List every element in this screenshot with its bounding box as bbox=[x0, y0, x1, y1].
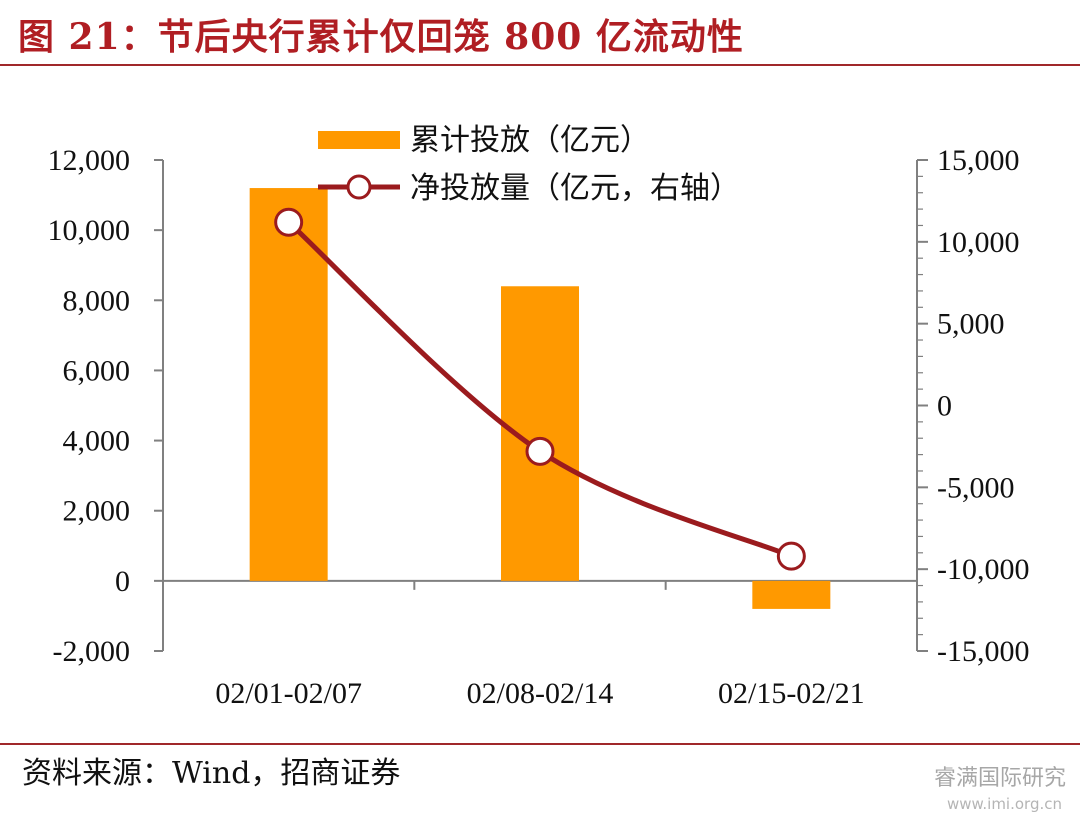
figure-title: 图 21：节后央行累计仅回笼 800 亿流动性 bbox=[18, 16, 744, 58]
right-tick-label: 5,000 bbox=[937, 308, 1005, 341]
left-tick-label: 8,000 bbox=[63, 284, 131, 317]
line-series bbox=[274, 207, 806, 571]
right-tick-label: 0 bbox=[937, 390, 952, 423]
legend-bar-label: 累计投放（亿元） bbox=[410, 123, 650, 158]
x-tick-label: 02/01-02/07 bbox=[215, 677, 362, 710]
watermark-url: www.imi.org.cn bbox=[946, 795, 1062, 813]
line-marker bbox=[525, 436, 555, 466]
left-tick-label: 0 bbox=[115, 565, 130, 598]
left-tick-label: 12,000 bbox=[48, 144, 131, 177]
bar-series bbox=[249, 188, 831, 609]
right-tick-label: 10,000 bbox=[937, 226, 1020, 259]
bar bbox=[752, 580, 831, 609]
line-marker bbox=[274, 207, 304, 237]
left-tick-label: -2,000 bbox=[53, 635, 131, 668]
title-divider bbox=[0, 64, 1080, 66]
right-tick-label: -5,000 bbox=[937, 471, 1015, 504]
combo-chart: -2,000 0 2,000 4,000 6,000 8,000 10,000 12,000 -… bbox=[48, 123, 1030, 710]
left-tick-label: 6,000 bbox=[63, 354, 131, 387]
left-tick-label: 4,000 bbox=[63, 425, 131, 458]
chart-legend: 累计投放（亿元） 净投放量（亿元，右轴） bbox=[318, 123, 740, 206]
footer-divider bbox=[0, 743, 1080, 745]
bar bbox=[249, 188, 328, 581]
right-tick-label: -10,000 bbox=[937, 553, 1030, 586]
source-note: 资料来源：Wind，招商证券 bbox=[22, 756, 401, 791]
left-tick-label: 2,000 bbox=[63, 495, 131, 528]
legend-bar-swatch bbox=[318, 131, 400, 149]
x-tick-label: 02/08-02/14 bbox=[467, 677, 614, 710]
legend-line-label: 净投放量（亿元，右轴） bbox=[410, 171, 740, 206]
right-tick-label: -15,000 bbox=[937, 635, 1030, 668]
line-marker bbox=[776, 541, 806, 571]
tick-labels: -2,000 0 2,000 4,000 6,000 8,000 10,000 12,000 -… bbox=[48, 144, 1030, 710]
right-tick-label: 15,000 bbox=[937, 144, 1020, 177]
left-tick-label: 10,000 bbox=[48, 214, 131, 247]
watermark-text: 睿满国际研究 bbox=[933, 766, 1066, 791]
x-tick-label: 02/15-02/21 bbox=[718, 677, 865, 710]
legend-line-marker bbox=[346, 174, 372, 200]
